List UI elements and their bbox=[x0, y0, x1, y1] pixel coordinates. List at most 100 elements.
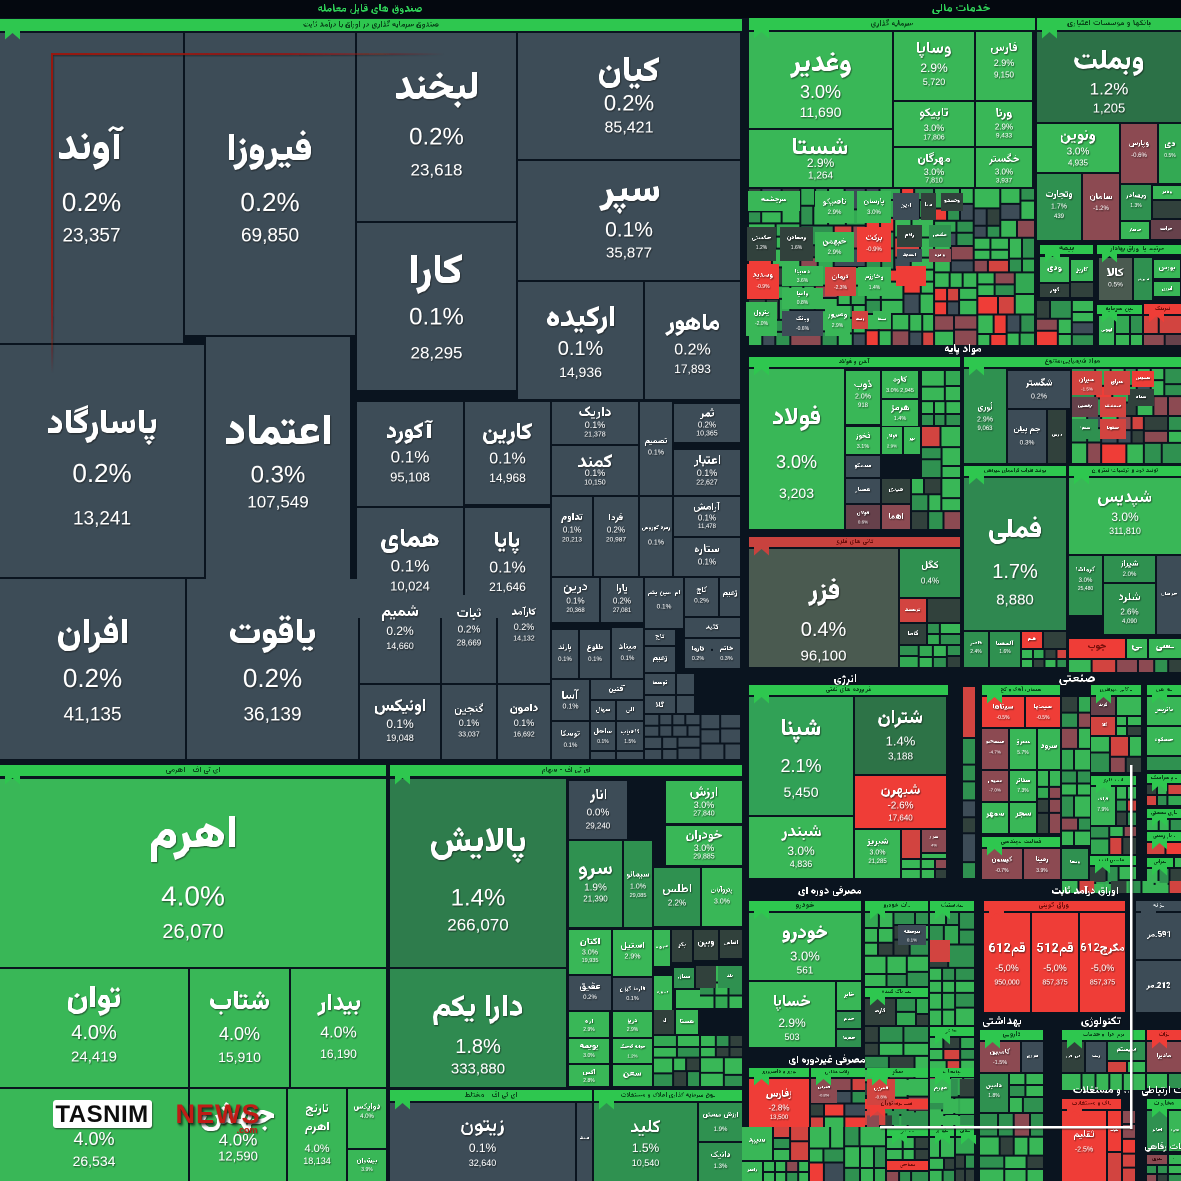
svg-text:0.1%: 0.1% bbox=[648, 450, 664, 457]
svg-text:-1.5%: -1.5% bbox=[993, 1060, 1007, 1066]
svg-text:26,070: 26,070 bbox=[162, 921, 223, 943]
svg-text:4.0%: 4.0% bbox=[320, 1025, 356, 1042]
svg-text:18,134: 18,134 bbox=[303, 1156, 331, 1166]
svg-text:.com: .com bbox=[236, 1125, 257, 1135]
svg-text:3.0%: 3.0% bbox=[924, 123, 945, 133]
svg-text:0.2%: 0.2% bbox=[243, 663, 302, 693]
svg-text:-1.2%: -1.2% bbox=[1093, 206, 1109, 212]
svg-text:95,108: 95,108 bbox=[390, 470, 430, 485]
svg-text:24,419: 24,419 bbox=[71, 1049, 117, 1066]
svg-text:20,213: 20,213 bbox=[562, 537, 582, 544]
svg-text:266,070: 266,070 bbox=[447, 916, 508, 935]
svg-text:3.0%: 3.0% bbox=[694, 843, 715, 853]
svg-text:0.1%: 0.1% bbox=[698, 558, 716, 567]
svg-text:11,478: 11,478 bbox=[698, 524, 717, 530]
svg-text:3.0%: 3.0% bbox=[1111, 510, 1139, 524]
svg-text:-5,0%: -5,0% bbox=[1091, 963, 1115, 973]
svg-text:2.8%: 2.8% bbox=[583, 1078, 595, 1084]
svg-text:0.2%: 0.2% bbox=[386, 624, 414, 638]
svg-text:-2.0%: -2.0% bbox=[755, 321, 769, 327]
svg-text:1.5%: 1.5% bbox=[632, 1141, 660, 1155]
svg-text:35,877: 35,877 bbox=[606, 245, 652, 262]
svg-text:0.2%: 0.2% bbox=[607, 526, 625, 535]
svg-text:3.0%: 3.0% bbox=[1067, 147, 1090, 158]
svg-text:-5,0%: -5,0% bbox=[1043, 963, 1067, 973]
svg-text:9,433: 9,433 bbox=[996, 133, 1013, 140]
svg-text:2.9%: 2.9% bbox=[828, 210, 842, 216]
svg-text:-0.9%: -0.9% bbox=[866, 247, 882, 253]
svg-text:11,690: 11,690 bbox=[800, 104, 842, 120]
svg-text:0.1%: 0.1% bbox=[566, 597, 584, 606]
svg-text:1.8%: 1.8% bbox=[455, 1036, 501, 1058]
svg-text:2.9%: 2.9% bbox=[887, 444, 897, 449]
svg-text:-0.7%: -0.7% bbox=[995, 868, 1009, 874]
svg-text:36,139: 36,139 bbox=[243, 705, 301, 726]
svg-text:1.5%: 1.5% bbox=[624, 739, 636, 745]
svg-text:12,590: 12,590 bbox=[218, 1149, 258, 1164]
svg-text:3.0%: 3.0% bbox=[790, 949, 820, 964]
svg-text:20,368: 20,368 bbox=[566, 608, 585, 614]
svg-text:23,357: 23,357 bbox=[62, 226, 120, 247]
svg-text:0.3%: 0.3% bbox=[1020, 440, 1035, 447]
svg-text:-2.6%: -2.6% bbox=[887, 801, 913, 812]
svg-text:3.0%: 3.0% bbox=[583, 1053, 595, 1059]
svg-text:857,375: 857,375 bbox=[1042, 980, 1067, 987]
svg-text:2.1%: 2.1% bbox=[780, 756, 821, 776]
svg-text:20,987: 20,987 bbox=[606, 537, 626, 544]
svg-text:0.1%: 0.1% bbox=[563, 704, 579, 711]
svg-text:7,810: 7,810 bbox=[925, 178, 943, 185]
svg-text:33,037: 33,037 bbox=[458, 732, 480, 739]
svg-text:3.9%: 3.9% bbox=[1036, 868, 1048, 874]
svg-text:-5,0%: -5,0% bbox=[995, 963, 1019, 973]
svg-text:3.0% 2,945: 3.0% 2,945 bbox=[886, 388, 914, 394]
svg-text:29,885: 29,885 bbox=[693, 854, 715, 861]
svg-text:25,480: 25,480 bbox=[1078, 586, 1094, 592]
svg-text:14,968: 14,968 bbox=[489, 471, 526, 485]
svg-text:0.1%: 0.1% bbox=[621, 656, 635, 662]
svg-text:2.2%: 2.2% bbox=[668, 899, 686, 908]
svg-text:-4.7%: -4.7% bbox=[989, 750, 1001, 755]
svg-text:32,640: 32,640 bbox=[469, 1158, 497, 1168]
svg-text:3.0%: 3.0% bbox=[776, 452, 817, 472]
svg-text:-0.6%: -0.6% bbox=[796, 326, 810, 332]
svg-text:4.0%: 4.0% bbox=[219, 1131, 258, 1150]
svg-text:2.0%: 2.0% bbox=[855, 394, 871, 401]
svg-text:-1.5%: -1.5% bbox=[1081, 387, 1093, 392]
svg-text:3.0%: 3.0% bbox=[787, 844, 815, 858]
svg-text:-0.8%: -0.8% bbox=[875, 1095, 887, 1100]
svg-text:2.6%: 2.6% bbox=[1120, 608, 1138, 617]
svg-text:14,660: 14,660 bbox=[386, 641, 414, 651]
svg-text:4,836: 4,836 bbox=[790, 859, 813, 869]
svg-text:0.2%: 0.2% bbox=[583, 995, 597, 1001]
svg-text:0.1%: 0.1% bbox=[585, 420, 606, 430]
svg-text:-0.5%: -0.5% bbox=[1036, 715, 1050, 721]
svg-text:0.1%: 0.1% bbox=[391, 557, 430, 576]
svg-text:5,450: 5,450 bbox=[783, 784, 818, 800]
svg-text:0.2%: 0.2% bbox=[72, 458, 131, 488]
svg-text:19,935: 19,935 bbox=[582, 958, 599, 964]
svg-text:0.1%: 0.1% bbox=[386, 717, 414, 731]
svg-text:4,090: 4,090 bbox=[1122, 619, 1138, 625]
svg-text:4.0%: 4.0% bbox=[73, 1129, 114, 1149]
svg-text:1,205: 1,205 bbox=[1093, 101, 1126, 116]
svg-text:0.2%: 0.2% bbox=[604, 91, 654, 116]
svg-text:333,880: 333,880 bbox=[451, 1061, 505, 1078]
svg-text:2.9%: 2.9% bbox=[977, 417, 993, 424]
svg-text:15,910: 15,910 bbox=[218, 1049, 261, 1065]
svg-text:5,720: 5,720 bbox=[923, 77, 946, 87]
svg-text:0.3%: 0.3% bbox=[251, 462, 306, 489]
svg-text:3,188: 3,188 bbox=[888, 752, 913, 763]
svg-text:0.2%: 0.2% bbox=[1031, 394, 1047, 401]
svg-text:3,203: 3,203 bbox=[779, 485, 814, 501]
svg-text:85,421: 85,421 bbox=[605, 120, 654, 137]
svg-text:14,132: 14,132 bbox=[513, 636, 535, 643]
svg-text:10,024: 10,024 bbox=[390, 579, 430, 594]
svg-text:0.3%: 0.3% bbox=[720, 656, 733, 662]
svg-text:2.0%: 2.0% bbox=[1123, 572, 1137, 578]
svg-text:2.9%: 2.9% bbox=[920, 61, 948, 75]
svg-text:3.9%: 3.9% bbox=[361, 1167, 373, 1173]
svg-text:0.1%: 0.1% bbox=[489, 451, 525, 468]
svg-text:-2.8%: -2.8% bbox=[769, 1104, 790, 1113]
svg-text:29,240: 29,240 bbox=[586, 822, 611, 831]
svg-text:8,880: 8,880 bbox=[996, 592, 1034, 609]
